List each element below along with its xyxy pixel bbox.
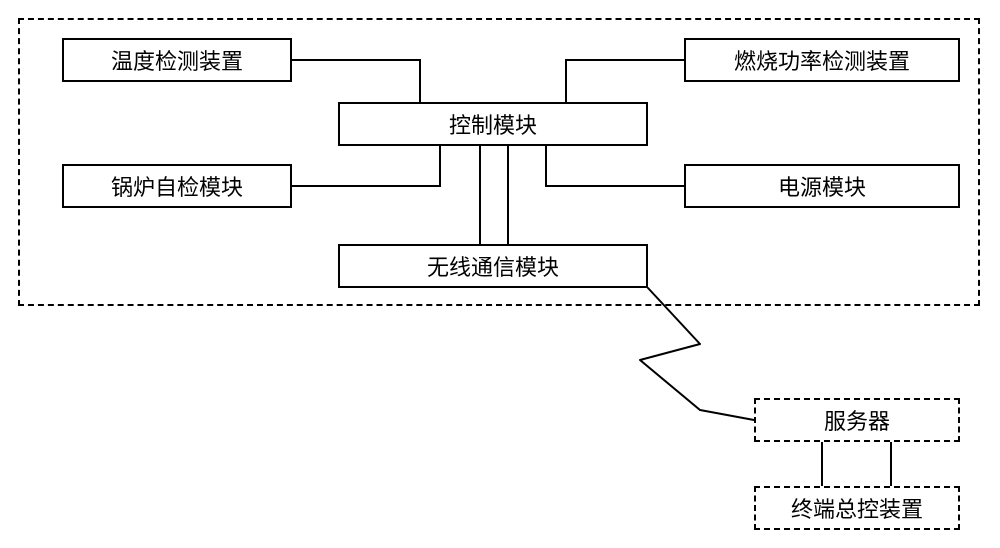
node-label: 温度检测装置	[111, 44, 243, 76]
diagram-canvas: 温度检测装置 燃烧功率检测装置控制模块锅炉自检模块 电源模块无线通信模块服务器终端总…	[0, 0, 1000, 548]
node-power-module: 电源模块	[684, 164, 960, 208]
node-controller: 控制模块	[338, 102, 648, 146]
node-label: 终端总控装置	[791, 492, 923, 524]
node-temp-sensor: 温度检测装置	[62, 38, 292, 82]
node-label: 燃烧功率检测装置	[734, 44, 910, 76]
node-combustion-sensor: 燃烧功率检测装置	[684, 38, 960, 82]
node-server: 服务器	[754, 398, 960, 442]
node-boiler-selfcheck: 锅炉自检模块	[62, 164, 292, 208]
node-label: 电源模块	[778, 170, 866, 202]
node-wireless: 无线通信模块	[338, 244, 648, 288]
node-terminal: 终端总控装置	[754, 486, 960, 530]
node-label: 控制模块	[449, 108, 537, 140]
node-label: 锅炉自检模块	[111, 170, 243, 202]
node-label: 无线通信模块	[427, 250, 559, 282]
node-label: 服务器	[824, 404, 890, 436]
